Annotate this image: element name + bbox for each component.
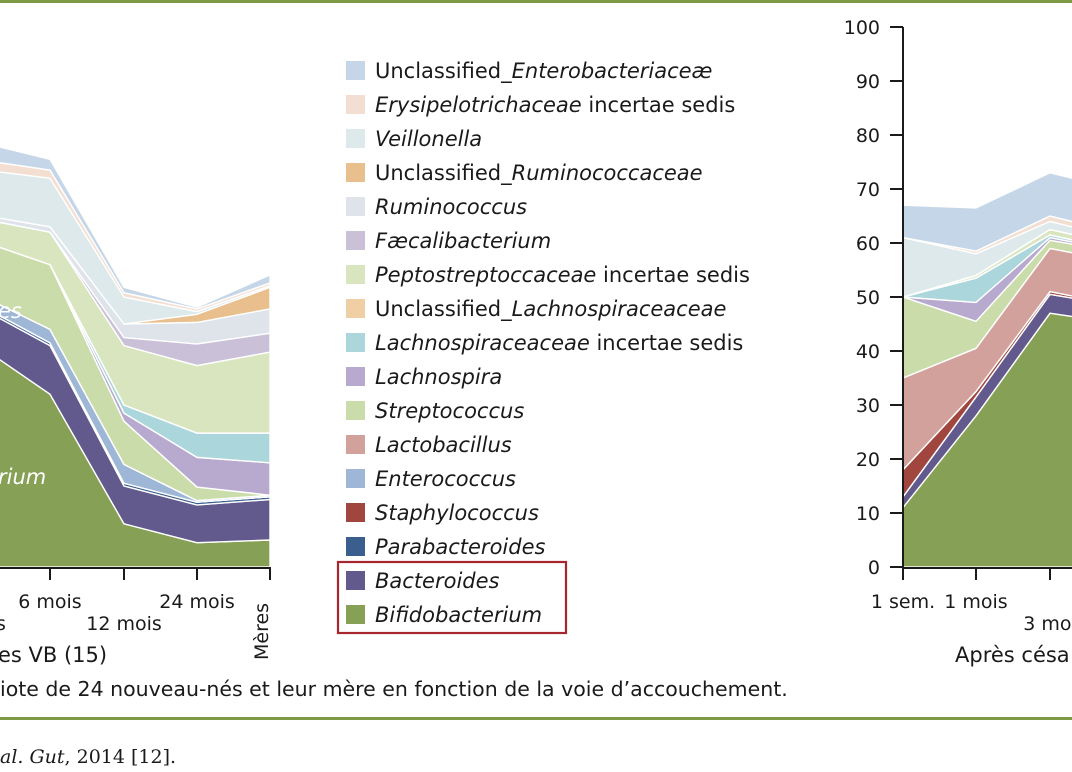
right-y-tick-label: 90 [856, 71, 880, 93]
area-unclassified-enterobacteriaceae [0, 146, 271, 310]
legend-item-bacteroides: Bacteroides [346, 569, 500, 593]
legend-label: Fæcalibacterium [375, 229, 551, 253]
bottom-rule [0, 717, 1072, 720]
legend-item-bifidobacterium: Bifidobacterium [346, 603, 542, 627]
legend-item-enterococcus: Enterococcus [346, 467, 516, 491]
source-rest: , 2014 [12]. [64, 746, 177, 768]
caption-text: iote de 24 nouveau-nés et leur mère en f… [0, 677, 788, 701]
legend-swatch [346, 605, 365, 624]
legend-item-unclassified-enterobacteriaceae: Unclassified_Enterobacteriaceæ [346, 59, 712, 84]
legend-swatch [346, 571, 365, 590]
legend-label: Bifidobacterium [375, 603, 542, 627]
legend-item-unclassified-ruminococcaceae: Unclassified_Ruminococcaceae [346, 161, 703, 186]
left-x-tick-label: 6 mois [18, 591, 81, 613]
right-x-axis-title: Après césa [955, 643, 1070, 667]
right-x-tick-label: 1 sem. [871, 591, 935, 613]
left-series-label-bifidobacterium: rium [0, 465, 46, 489]
legend-item-parabacteroides: Parabacteroides [346, 535, 545, 559]
legend-label: Parabacteroides [375, 535, 545, 559]
legend-swatch [346, 129, 365, 148]
right-x-tick-label: 1 mois [944, 591, 1007, 613]
legend-swatch [346, 265, 365, 284]
legend-label: Lachnospiraceaceae incertae sedis [375, 331, 743, 355]
right-y-tick-label: 80 [856, 125, 880, 147]
right-y-tick-label: 60 [856, 233, 880, 255]
legend-item-veillonella: Veillonella [346, 127, 482, 151]
legend-label: Lactobacillus [375, 433, 512, 457]
legend-swatch [346, 61, 365, 80]
legend-swatch [346, 299, 365, 318]
legend-item-ruminococcus: Ruminococcus [346, 195, 527, 219]
legend-item-faecalibacterium: Fæcalibacterium [346, 229, 551, 253]
legend-item-lactobacillus: Lactobacillus [346, 433, 512, 457]
legend-swatch [346, 503, 365, 522]
legend-highlight-box [336, 560, 568, 635]
right-y-tick-label: 100 [844, 17, 880, 39]
left-x-tick-label: 12 mois [86, 613, 162, 635]
right-y-tick-label: 70 [856, 179, 880, 201]
legend-item-streptococcus: Streptococcus [346, 399, 524, 423]
legend-item-unclassified-lachnospiraceaceae: Unclassified_Lachnospiraceaceae [346, 297, 726, 322]
legend-swatch [346, 537, 365, 556]
legend-swatch [346, 401, 365, 420]
left-x-tick-label-meres: Mères [251, 603, 273, 660]
legend-label: Erysipelotrichaceae incertae sedis [375, 93, 735, 117]
legend-label: Bacteroides [375, 569, 500, 593]
right-y-tick-label: 30 [856, 395, 880, 417]
chart-legend: Unclassified_Enterobacteriaceæ Erysipelot… [336, 59, 750, 635]
left-x-tick-label: 24 mois [159, 591, 235, 613]
legend-swatch [346, 435, 365, 454]
right-y-tick-label: 0 [868, 557, 880, 579]
legend-label: Ruminococcus [375, 195, 527, 219]
legend-item-peptostreptoccaceae-incertae-sedis: Peptostreptoccaceae incertae sedis [346, 263, 750, 287]
left-x-axis-title: es VB (15) [0, 643, 107, 667]
legend-swatch [346, 469, 365, 488]
legend-label: Unclassified_Ruminococcaceae [375, 161, 703, 186]
legend-swatch [346, 333, 365, 352]
legend-label: Unclassified_Enterobacteriaceæ [375, 59, 712, 84]
right-y-tick-label: 10 [856, 503, 880, 525]
legend-swatch [346, 95, 365, 114]
legend-label: Staphylococcus [375, 501, 539, 525]
legend-swatch [346, 231, 365, 250]
right-x-tick-label: 3 moi [1023, 613, 1072, 635]
source-journal: al. Gut [0, 746, 65, 768]
area-unclassified-enterobacteriaceae [903, 172, 1072, 252]
legend-label: Streptococcus [375, 399, 524, 423]
legend-label: Veillonella [375, 127, 482, 151]
legend-label: Lachnospira [375, 365, 502, 389]
legend-swatch [346, 367, 365, 386]
legend-label: Peptostreptoccaceae incertae sedis [375, 263, 750, 287]
right-y-tick-label: 20 [856, 449, 880, 471]
top-rule [0, 0, 1072, 3]
legend-item-lachnospiraceaceae-incertae-sedis: Lachnospiraceaceae incertae sedis [346, 331, 743, 355]
legend-item-staphylococcus: Staphylococcus [346, 501, 539, 525]
legend-swatch [346, 163, 365, 182]
legend-swatch [346, 197, 365, 216]
legend-label: Unclassified_Lachnospiraceaceae [375, 297, 726, 322]
legend-item-erysipelotrichaceae-incertae-sedis: Erysipelotrichaceae incertae sedis [346, 93, 735, 117]
right-y-tick-label: 50 [856, 287, 880, 309]
right-chart-panel: 0 10 20 30 40 50 60 70 80 90 100 1 sem. 1 mois 3 moi A… [844, 17, 1072, 667]
legend-item-lachnospira: Lachnospira [346, 365, 502, 389]
legend-label: Enterococcus [375, 467, 516, 491]
left-clipped-tick-fragment: s [0, 613, 6, 635]
left-series-label-bacteroides: es [0, 299, 22, 323]
right-y-tick-label: 40 [856, 341, 880, 363]
